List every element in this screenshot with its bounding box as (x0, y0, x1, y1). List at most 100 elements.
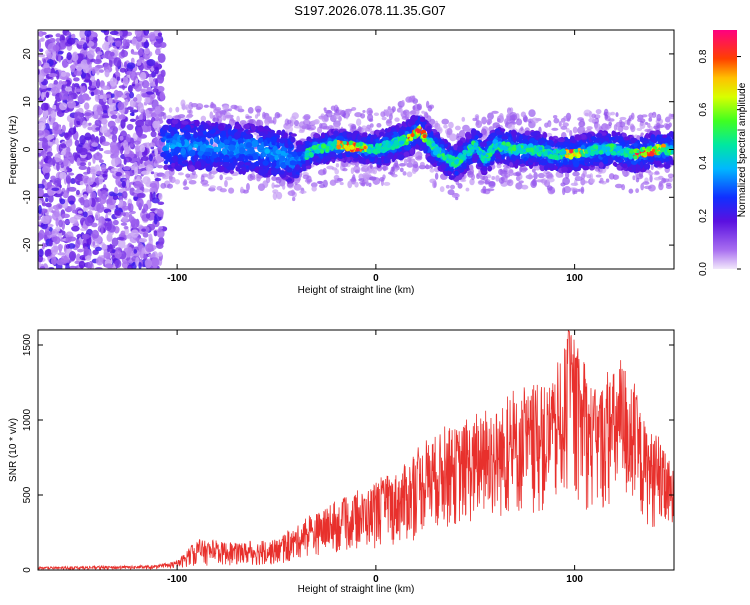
heatmap-cell (114, 156, 121, 165)
heatmap-cell (147, 125, 152, 132)
heatmap-cell (75, 239, 81, 249)
heatmap-cell (379, 177, 385, 182)
heatmap-cell (110, 144, 119, 154)
heatmap-cell (65, 151, 70, 160)
heatmap-cell (224, 179, 228, 188)
heatmap-cell (38, 187, 45, 197)
heatmap-cell (486, 119, 493, 125)
heatmap-cell (58, 40, 67, 50)
heatmap-cell (101, 244, 108, 251)
heatmap-cell (292, 196, 296, 202)
heatmap-cell (59, 171, 67, 180)
heatmap-cell (461, 116, 466, 122)
heatmap-cell (103, 248, 108, 258)
heatmap-cell (581, 180, 589, 184)
heatmap-cell (151, 71, 156, 78)
heatmap-cell (119, 199, 124, 206)
heatmap-cell (128, 203, 134, 213)
heatmap-cell (124, 98, 129, 106)
heatmap-cell (78, 157, 87, 162)
heatmap-cell (533, 172, 538, 180)
heatmap-cell (169, 176, 176, 184)
heatmap-cell (61, 80, 68, 85)
heatmap-cell (613, 124, 617, 132)
heatmap-cell (75, 189, 80, 196)
heatmap-cell (354, 169, 360, 174)
heatmap-cell (38, 72, 45, 83)
heatmap-cell (154, 148, 159, 157)
heatmap-cell (475, 120, 483, 129)
heatmap-cell (515, 118, 523, 126)
heatmap-cell (85, 261, 92, 269)
heatmap-cell (228, 108, 232, 112)
heatmap-cell (586, 126, 593, 130)
heatmap-cell (654, 170, 660, 175)
heatmap-cell (43, 67, 52, 74)
heatmap-cell (94, 94, 99, 102)
heatmap-cell (310, 125, 316, 131)
heatmap-cell (38, 59, 42, 67)
heatmap-cell (383, 181, 391, 186)
heatmap-cell (145, 213, 151, 219)
heatmap-cell (100, 225, 104, 235)
heatmap-cell (376, 123, 382, 128)
heatmap-cell (311, 185, 317, 192)
heatmap-cell (38, 229, 45, 240)
heatmap-cell (109, 77, 117, 87)
heatmap-cell (405, 96, 413, 103)
heatmap-cell (372, 168, 378, 175)
heatmap-cell (62, 60, 68, 68)
heatmap-cell (66, 95, 72, 101)
heatmap-cell (156, 208, 164, 218)
heatmap-cell (591, 119, 598, 123)
heatmap-cell (325, 110, 333, 118)
heatmap-cell (67, 100, 76, 109)
heatmap-cell (108, 58, 113, 68)
heatmap-cell (635, 188, 640, 194)
heatmap-cell (608, 118, 615, 122)
heatmap-cell (57, 204, 63, 209)
heatmap-cell (115, 171, 123, 177)
heatmap-cell (45, 197, 49, 203)
heatmap-cell (508, 169, 514, 177)
heatmap-cell (406, 111, 413, 116)
heatmap-cell (46, 52, 52, 59)
heatmap-cell (96, 170, 104, 176)
heatmap-cell (139, 144, 146, 153)
heatmap-cell (200, 115, 207, 122)
heatmap-cell (209, 185, 217, 189)
heatmap-cell (276, 191, 283, 200)
heatmap-cell (143, 30, 150, 36)
heatmap-cell (142, 112, 146, 120)
heatmap-cell (434, 172, 439, 180)
heatmap-cell (125, 170, 131, 180)
heatmap-cell (542, 131, 548, 139)
heatmap-cell (132, 132, 138, 142)
heatmap-cell (228, 187, 235, 194)
heatmap-cell (63, 157, 69, 167)
heatmap-cell (180, 99, 186, 108)
heatmap-cell (138, 238, 148, 243)
heatmap-cell (55, 33, 61, 38)
heatmap-cell (156, 73, 165, 84)
heatmap-cell (79, 181, 85, 186)
heatmap-cell (248, 165, 253, 170)
heatmap-cell (45, 202, 52, 208)
heatmap-cell (148, 32, 156, 40)
heatmap-cell (38, 248, 44, 258)
heatmap-cell (411, 108, 420, 116)
heatmap-cell (454, 125, 461, 131)
heatmap-cell (86, 166, 91, 175)
heatmap-cell (373, 112, 380, 117)
heatmap-cell (381, 116, 387, 121)
heatmap-cell (643, 185, 652, 190)
heatmap-cell (150, 171, 155, 175)
heatmap-cell (640, 183, 645, 191)
heatmap-cell (87, 177, 94, 186)
heatmap-cell (355, 118, 362, 126)
heatmap-cell (515, 182, 523, 190)
heatmap-cell (58, 80, 63, 85)
heatmap-cell (619, 116, 627, 121)
